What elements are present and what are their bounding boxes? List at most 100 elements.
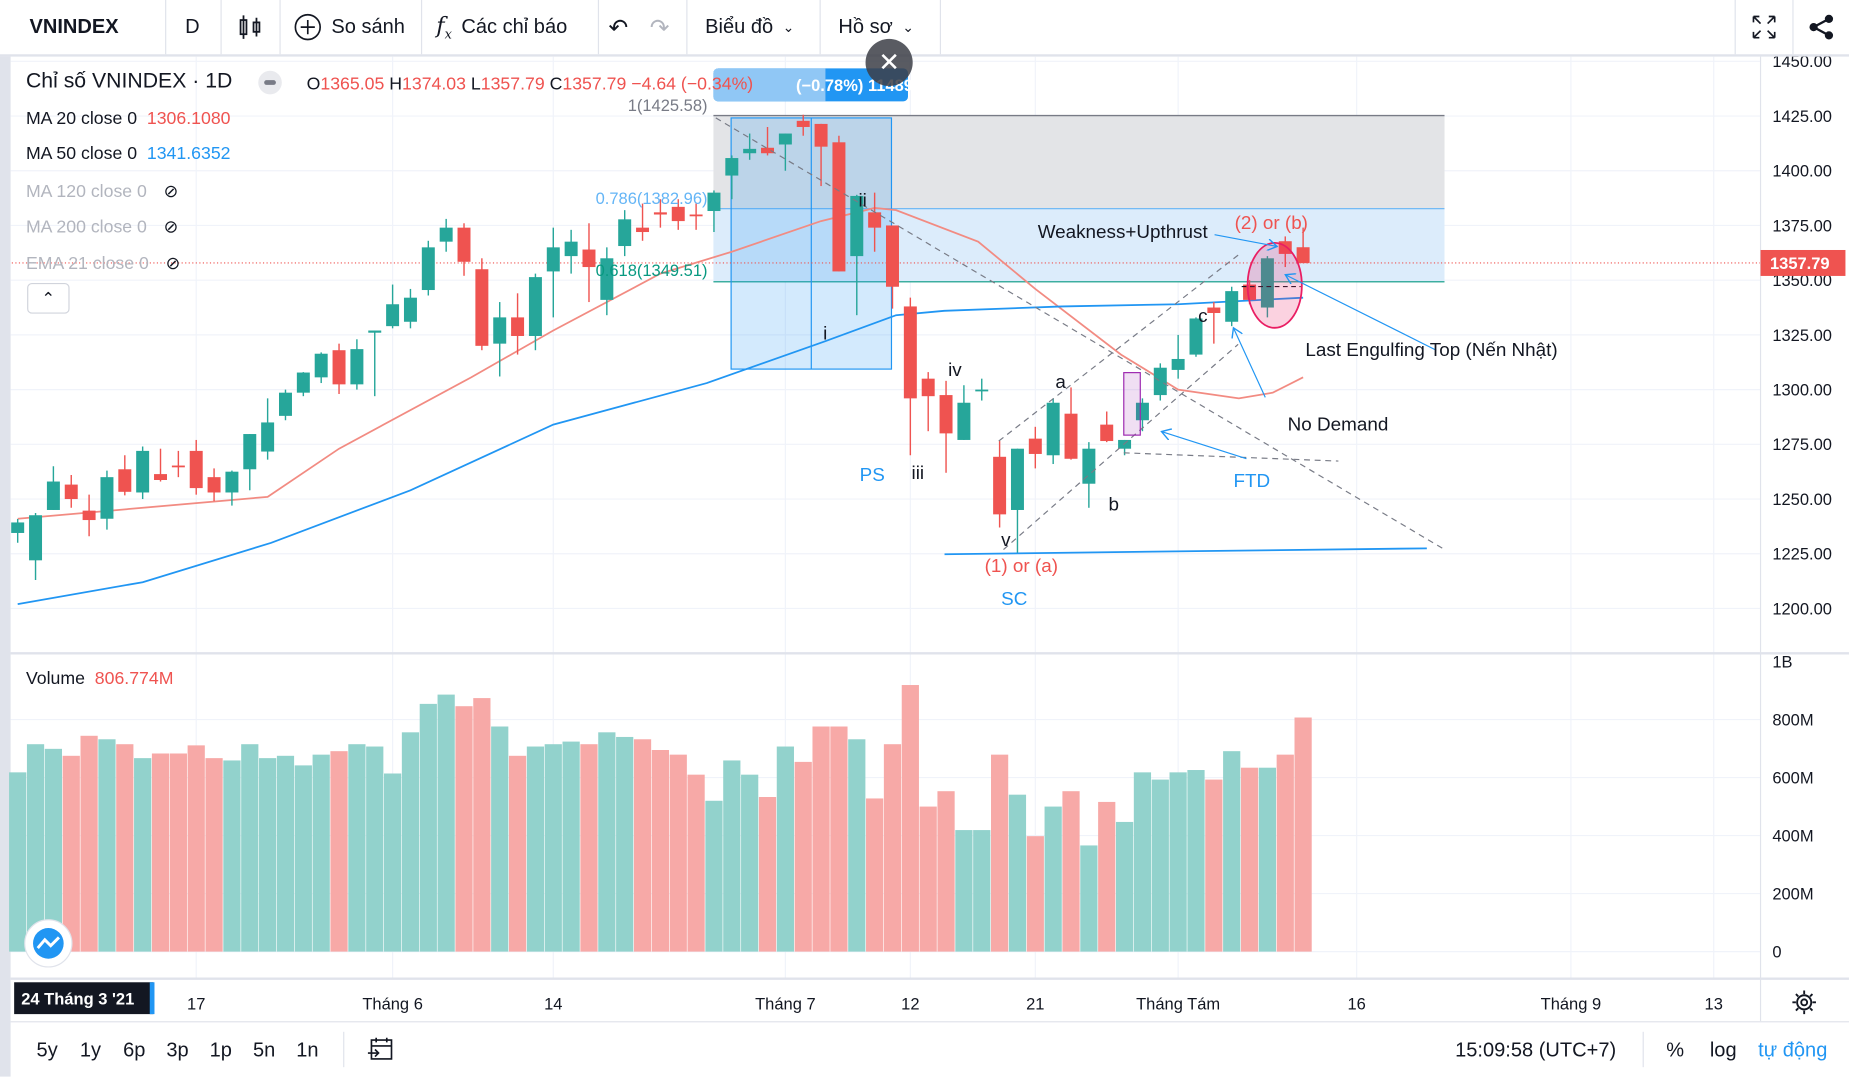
candle xyxy=(278,389,292,421)
no-demand-arrow[interactable] xyxy=(1233,328,1266,398)
compare-button[interactable]: So sánh xyxy=(294,0,405,54)
sc-support-line[interactable] xyxy=(944,547,1427,556)
candle xyxy=(403,288,417,329)
chart-menu-button[interactable]: Biểu đồ ⌄ xyxy=(705,0,794,54)
engulfing-highlight-ellipse[interactable] xyxy=(1246,242,1303,329)
calendar-range-icon xyxy=(367,1037,393,1060)
indicator-ema21[interactable]: EMA 21 close 0 ⊘ xyxy=(26,252,181,274)
range-button-1y[interactable]: 1y xyxy=(79,1038,102,1062)
annotation-2-or-b[interactable]: (2) or (b) xyxy=(1235,212,1308,233)
date-range-button[interactable] xyxy=(367,1035,395,1069)
candle xyxy=(118,455,132,496)
annotation-a[interactable]: a xyxy=(1055,371,1066,392)
indicator-ma200[interactable]: MA 200 close 0 ⊘ xyxy=(26,216,178,237)
candle-body xyxy=(975,389,989,392)
annotation-iv[interactable]: iv xyxy=(948,359,962,380)
annotation-ftd[interactable]: FTD xyxy=(1233,470,1270,491)
annotation-1-or-a[interactable]: (1) or (a) xyxy=(985,555,1058,576)
volume-axis[interactable]: 1B 800M 600M 400M 200M 0 xyxy=(1772,653,1813,961)
fullscreen-button[interactable] xyxy=(1750,0,1778,54)
support-dashed-line[interactable] xyxy=(1123,452,1339,462)
annotation-no-demand[interactable]: No Demand xyxy=(1288,413,1389,434)
indicator-ma120[interactable]: MA 120 close 0 ⊘ xyxy=(26,180,179,202)
undo-button[interactable]: ↶ xyxy=(608,0,628,54)
candle-body xyxy=(671,206,685,222)
range-button-1n[interactable]: 1n xyxy=(296,1038,319,1062)
candle-body xyxy=(546,247,560,272)
annotation-v[interactable]: v xyxy=(1001,529,1011,550)
auto-scale-button[interactable]: tự động xyxy=(1758,1039,1827,1063)
clock-timezone-button[interactable]: 15:09:58 (UTC+7) xyxy=(1455,1039,1616,1063)
range-button-6p[interactable]: 6p xyxy=(123,1038,146,1062)
volume-bar xyxy=(580,744,598,952)
annotation-weakness-upthrust[interactable]: Weakness+Upthrust xyxy=(1038,221,1209,242)
log-scale-button[interactable]: log xyxy=(1710,1039,1737,1063)
trend-drawings[interactable] xyxy=(715,117,1445,556)
open-label: O xyxy=(306,74,321,95)
price-axis[interactable]: 1450.00 1425.00 1400.00 1375.00 1350.00 1325.… xyxy=(1772,53,1832,618)
volume-bar xyxy=(830,726,848,952)
annotation-ps[interactable]: PS xyxy=(860,464,885,485)
range-button-5y[interactable]: 5y xyxy=(36,1038,58,1062)
interval-button[interactable]: D xyxy=(185,0,199,54)
engulfing-arrow[interactable] xyxy=(1285,275,1437,351)
time-cursor-label: 24 Tháng 3 '21 xyxy=(21,991,134,1009)
downtrend-dashed-line[interactable] xyxy=(715,117,1445,551)
annotation-sc[interactable]: SC xyxy=(1001,588,1027,609)
volume-legend[interactable]: Volume 806.774M xyxy=(26,669,174,689)
candlestick-icon xyxy=(239,15,261,39)
channel-upper-line[interactable] xyxy=(998,251,1243,442)
tradingview-logo-icon[interactable] xyxy=(24,919,73,968)
no-demand-highlight-box[interactable] xyxy=(1123,372,1141,436)
candle xyxy=(225,470,239,506)
redo-button[interactable]: ↷ xyxy=(650,0,670,54)
close-drawing-button[interactable]: ✕ xyxy=(865,38,913,87)
annotation-i[interactable]: i xyxy=(823,323,827,344)
symbol-search-button[interactable]: VNINDEX xyxy=(29,0,118,54)
last-price-value: 1357.79 xyxy=(1770,255,1830,273)
annotation-last-engulfing[interactable]: Last Engulfing Top (Nến Nhật) xyxy=(1305,339,1557,360)
candle-body xyxy=(653,212,667,215)
candle xyxy=(850,194,864,316)
candle xyxy=(957,385,971,440)
eye-hidden-icon[interactable]: ⊘ xyxy=(163,181,179,202)
annotation-ii[interactable]: ii xyxy=(858,189,866,210)
volume-bar xyxy=(401,732,420,952)
volume-bar xyxy=(1008,794,1027,952)
profile-menu-label: Hồ sơ xyxy=(838,15,893,38)
indicators-button[interactable]: fx Các chỉ báo xyxy=(436,0,567,54)
indicator-ma20[interactable]: MA 20 close 0 1306.1080 xyxy=(26,108,231,128)
range-button-5n[interactable]: 5n xyxy=(252,1038,276,1062)
candle-body xyxy=(368,330,382,333)
channel-lower-line[interactable] xyxy=(1003,343,1239,550)
upthrust-arrow[interactable] xyxy=(1214,234,1277,247)
indicator-ma50[interactable]: MA 50 close 0 1341.6352 xyxy=(26,144,231,164)
chart-style-button[interactable] xyxy=(238,0,262,54)
range-button-1p[interactable]: 1p xyxy=(209,1038,232,1062)
indicator-name: MA 200 close 0 xyxy=(25,216,147,238)
ftd-arrow[interactable] xyxy=(1162,432,1247,460)
candle xyxy=(1064,387,1078,460)
gear-icon[interactable] xyxy=(1792,990,1816,1015)
annotation-b[interactable]: b xyxy=(1108,494,1119,515)
candle xyxy=(46,466,60,510)
symbol-title[interactable]: Chỉ số VNINDEX · 1D xyxy=(26,68,232,93)
collapse-legend-button[interactable] xyxy=(258,70,282,95)
range-button-3p[interactable]: 3p xyxy=(166,1038,189,1062)
annotation-iii[interactable]: iii xyxy=(912,462,925,483)
profile-menu-button[interactable]: Hồ sơ ⌄ xyxy=(838,0,914,54)
volume-bar xyxy=(616,736,634,952)
volume-bar xyxy=(80,735,98,952)
eye-hidden-icon[interactable]: ⊘ xyxy=(165,253,181,274)
share-button[interactable] xyxy=(1808,0,1836,54)
toolbar-divider xyxy=(939,0,942,55)
indicator-name: MA 50 close 0 xyxy=(25,143,138,164)
candle xyxy=(1082,442,1096,508)
time-axis[interactable]: 17 Tháng 6 14 Tháng 7 12 21 Tháng Tám 16 Tháng 9… xyxy=(187,995,1723,1013)
eye-hidden-icon[interactable]: ⊘ xyxy=(163,216,179,238)
percent-scale-button[interactable]: % xyxy=(1666,1039,1684,1063)
volume-bar xyxy=(134,758,152,952)
annotation-c[interactable]: c xyxy=(1198,305,1207,326)
collapse-indicators-button[interactable]: ⌃ xyxy=(27,283,70,314)
